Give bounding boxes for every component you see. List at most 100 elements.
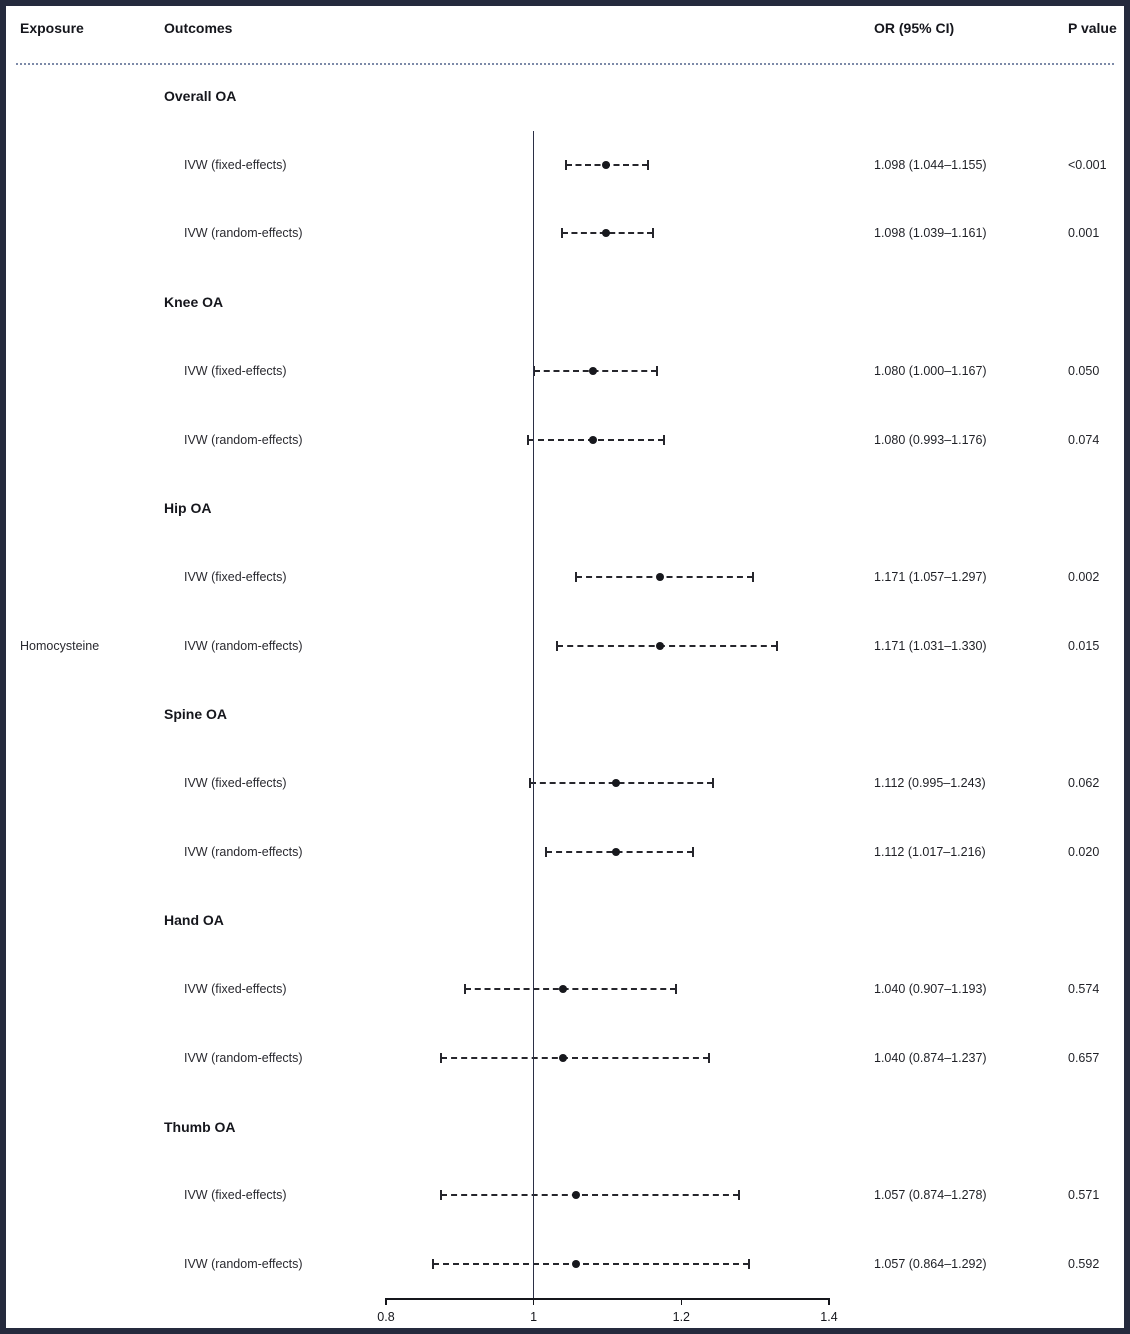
ci-cap-upper bbox=[751, 571, 754, 582]
ci-cap-lower bbox=[432, 1258, 435, 1269]
p-value: 0.074 bbox=[1068, 432, 1100, 447]
ci-cap-lower bbox=[464, 984, 466, 995]
p-value: 0.002 bbox=[1068, 569, 1100, 584]
outcome-group-label: Thumb OA bbox=[164, 1118, 236, 1135]
column-header-p-value: P value bbox=[1068, 20, 1117, 36]
method-row-label: IVW (random-effects) bbox=[184, 432, 303, 447]
ci-cap-upper bbox=[776, 640, 779, 651]
ci-cap-upper bbox=[737, 1190, 740, 1201]
ci-cap-lower bbox=[561, 228, 564, 239]
p-value: 0.050 bbox=[1068, 363, 1100, 378]
point-estimate-dot bbox=[588, 435, 597, 444]
point-estimate-dot bbox=[559, 985, 568, 994]
method-row-label: IVW (fixed-effects) bbox=[184, 982, 287, 997]
x-axis-tick bbox=[532, 1298, 535, 1305]
p-value: 0.015 bbox=[1068, 638, 1100, 653]
ci-cap-upper bbox=[655, 365, 658, 376]
confidence-interval-line bbox=[440, 1194, 739, 1197]
point-estimate-dot bbox=[602, 229, 611, 238]
or-ci-value: 1.040 (0.907–1.193) bbox=[874, 982, 987, 997]
ci-cap-upper bbox=[692, 846, 695, 857]
confidence-interval-line bbox=[556, 644, 778, 647]
or-ci-value: 1.057 (0.874–1.278) bbox=[874, 1188, 987, 1203]
confidence-interval-line bbox=[433, 1262, 750, 1265]
ci-cap-upper bbox=[707, 1052, 710, 1063]
p-value: 0.657 bbox=[1068, 1050, 1100, 1065]
column-header-exposure: Exposure bbox=[20, 20, 84, 36]
or-ci-value: 1.112 (1.017–1.216) bbox=[874, 844, 986, 859]
exposure-label: Homocysteine bbox=[20, 638, 100, 653]
point-estimate-dot bbox=[571, 1259, 580, 1268]
x-axis-tick bbox=[828, 1298, 830, 1305]
p-value: 0.592 bbox=[1068, 1256, 1100, 1271]
confidence-interval-line bbox=[529, 782, 714, 784]
point-estimate-dot bbox=[655, 572, 664, 581]
column-header-outcomes: Outcomes bbox=[164, 20, 233, 36]
method-row-label: IVW (fixed-effects) bbox=[184, 1188, 287, 1203]
p-value: 0.574 bbox=[1068, 982, 1100, 997]
or-ci-value: 1.112 (0.995–1.243) bbox=[874, 776, 986, 790]
ci-cap-lower bbox=[545, 846, 548, 857]
outcome-group-label: Spine OA bbox=[164, 706, 228, 723]
confidence-interval-line bbox=[575, 575, 753, 578]
point-estimate-dot bbox=[571, 1191, 580, 1200]
confidence-interval-line bbox=[465, 988, 677, 991]
method-row-label: IVW (fixed-effects) bbox=[184, 363, 287, 378]
p-value: <0.001 bbox=[1068, 157, 1107, 172]
method-row-label: IVW (random-effects) bbox=[184, 638, 303, 653]
x-axis-tick-label: 1 bbox=[530, 1310, 538, 1324]
ci-cap-lower bbox=[439, 1190, 442, 1201]
column-header-or-ci: OR (95% CI) bbox=[874, 20, 955, 36]
outcome-group-label: Hand OA bbox=[164, 912, 224, 929]
method-row-label: IVW (random-effects) bbox=[184, 1256, 303, 1271]
point-estimate-dot bbox=[655, 641, 664, 650]
or-ci-value: 1.057 (0.864–1.292) bbox=[874, 1256, 987, 1271]
ci-cap-lower bbox=[574, 571, 577, 582]
ci-cap-upper bbox=[647, 159, 650, 170]
x-axis-tick-label: 1.2 bbox=[672, 1310, 691, 1324]
or-ci-value: 1.040 (0.874–1.237) bbox=[874, 1050, 987, 1065]
or-ci-value: 1.080 (0.993–1.176) bbox=[874, 432, 987, 447]
outcome-group-label: Overall OA bbox=[164, 88, 237, 104]
or-ci-value: 1.171 (1.031–1.330) bbox=[874, 638, 987, 653]
method-row-label: IVW (random-effects) bbox=[184, 1050, 303, 1065]
point-estimate-dot bbox=[612, 779, 621, 787]
confidence-interval-line bbox=[440, 1056, 709, 1059]
method-row-label: IVW (fixed-effects) bbox=[184, 569, 287, 584]
ci-cap-upper bbox=[748, 1258, 751, 1269]
outcome-group-label: Knee OA bbox=[164, 294, 224, 311]
method-row-label: IVW (fixed-effects) bbox=[184, 157, 287, 172]
method-row-label: IVW (random-effects) bbox=[184, 844, 303, 859]
x-axis-tick bbox=[385, 1298, 387, 1305]
point-estimate-dot bbox=[602, 160, 611, 169]
point-estimate-dot bbox=[559, 1053, 568, 1062]
or-ci-value: 1.098 (1.044–1.155) bbox=[874, 157, 987, 172]
ci-cap-lower bbox=[555, 640, 558, 651]
x-axis-tick bbox=[680, 1298, 683, 1305]
ci-cap-upper bbox=[662, 434, 665, 445]
reference-line bbox=[532, 131, 535, 1298]
method-row-label: IVW (fixed-effects) bbox=[184, 776, 287, 790]
x-axis-tick-label: 1.4 bbox=[820, 1310, 838, 1324]
x-axis-tick-label: 0.8 bbox=[377, 1310, 395, 1324]
p-value: 0.020 bbox=[1068, 844, 1100, 859]
p-value: 0.571 bbox=[1068, 1188, 1100, 1203]
p-value: 0.062 bbox=[1068, 776, 1100, 790]
or-ci-value: 1.080 (1.000–1.167) bbox=[874, 363, 987, 378]
or-ci-value: 1.098 (1.039–1.161) bbox=[874, 226, 987, 241]
ci-cap-upper bbox=[712, 778, 715, 788]
method-row-label: IVW (random-effects) bbox=[184, 226, 303, 241]
ci-cap-lower bbox=[565, 159, 568, 170]
p-value: 0.001 bbox=[1068, 226, 1100, 241]
header-separator bbox=[16, 63, 1114, 65]
or-ci-value: 1.171 (1.057–1.297) bbox=[874, 569, 987, 584]
ci-cap-lower bbox=[439, 1052, 442, 1063]
x-axis-line bbox=[386, 1298, 829, 1300]
outcome-group-label: Hip OA bbox=[164, 500, 212, 517]
point-estimate-dot bbox=[588, 366, 597, 375]
ci-cap-lower bbox=[528, 778, 531, 788]
ci-cap-lower bbox=[527, 434, 530, 445]
ci-cap-upper bbox=[651, 228, 654, 239]
point-estimate-dot bbox=[612, 847, 621, 856]
